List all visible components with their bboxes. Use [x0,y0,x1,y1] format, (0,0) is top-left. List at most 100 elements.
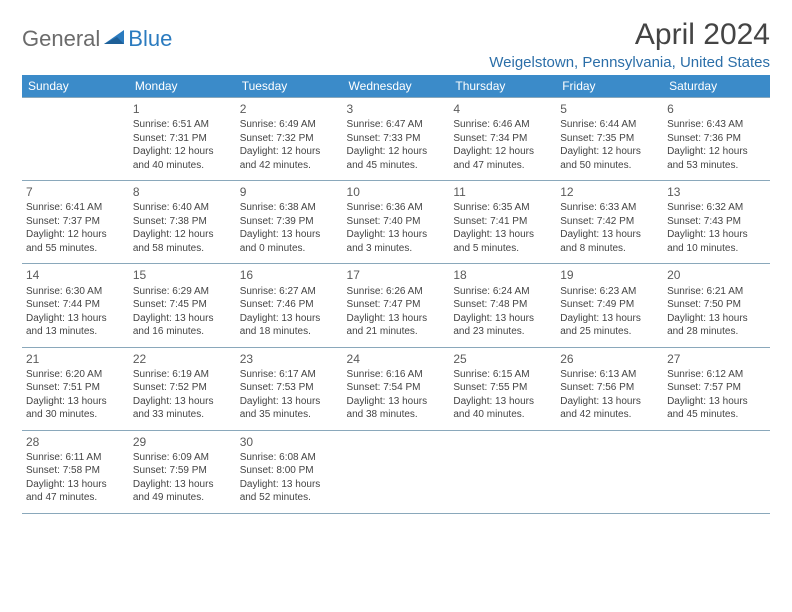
calendar-cell: 16Sunrise: 6:27 AMSunset: 7:46 PMDayligh… [236,264,343,347]
sunset-line: Sunset: 7:59 PM [133,464,232,478]
daylight-line: Daylight: 13 hours and 30 minutes. [26,395,125,422]
day-number: 4 [453,101,552,117]
day-number: 3 [347,101,446,117]
sunrise-line: Sunrise: 6:33 AM [560,201,659,215]
weekday-header: Tuesday [236,75,343,98]
calendar-cell: 4Sunrise: 6:46 AMSunset: 7:34 PMDaylight… [449,98,556,181]
sunrise-line: Sunrise: 6:44 AM [560,118,659,132]
sunset-line: Sunset: 7:39 PM [240,215,339,229]
sunset-line: Sunset: 7:58 PM [26,464,125,478]
daylight-line: Daylight: 13 hours and 8 minutes. [560,228,659,255]
daylight-line: Daylight: 12 hours and 45 minutes. [347,145,446,172]
calendar-cell: 28Sunrise: 6:11 AMSunset: 7:58 PMDayligh… [22,430,129,513]
daylight-line: Daylight: 12 hours and 50 minutes. [560,145,659,172]
calendar-cell: 13Sunrise: 6:32 AMSunset: 7:43 PMDayligh… [663,181,770,264]
sunrise-line: Sunrise: 6:08 AM [240,451,339,465]
day-number: 1 [133,101,232,117]
calendar-row: 21Sunrise: 6:20 AMSunset: 7:51 PMDayligh… [22,347,770,430]
calendar-cell: 15Sunrise: 6:29 AMSunset: 7:45 PMDayligh… [129,264,236,347]
daylight-line: Daylight: 12 hours and 42 minutes. [240,145,339,172]
sunset-line: Sunset: 7:35 PM [560,132,659,146]
sunrise-line: Sunrise: 6:38 AM [240,201,339,215]
logo-triangle-icon [104,28,126,51]
sunrise-line: Sunrise: 6:27 AM [240,285,339,299]
calendar-cell: 5Sunrise: 6:44 AMSunset: 7:35 PMDaylight… [556,98,663,181]
calendar-cell: 26Sunrise: 6:13 AMSunset: 7:56 PMDayligh… [556,347,663,430]
day-number: 18 [453,267,552,283]
weekday-header: Wednesday [343,75,450,98]
calendar-cell: 3Sunrise: 6:47 AMSunset: 7:33 PMDaylight… [343,98,450,181]
sunset-line: Sunset: 7:48 PM [453,298,552,312]
day-number: 20 [667,267,766,283]
sunrise-line: Sunrise: 6:40 AM [133,201,232,215]
sunrise-line: Sunrise: 6:13 AM [560,368,659,382]
logo-text-blue: Blue [128,26,172,52]
day-number: 7 [26,184,125,200]
calendar-cell: 27Sunrise: 6:12 AMSunset: 7:57 PMDayligh… [663,347,770,430]
calendar-table: Sunday Monday Tuesday Wednesday Thursday… [22,75,770,514]
sunset-line: Sunset: 7:33 PM [347,132,446,146]
day-number: 27 [667,351,766,367]
calendar-cell [663,430,770,513]
title-block: April 2024 Weigelstown, Pennsylvania, Un… [489,18,770,71]
calendar-cell: 23Sunrise: 6:17 AMSunset: 7:53 PMDayligh… [236,347,343,430]
calendar-cell [449,430,556,513]
logo: General Blue [22,26,172,52]
day-number: 15 [133,267,232,283]
daylight-line: Daylight: 13 hours and 18 minutes. [240,312,339,339]
sunset-line: Sunset: 7:56 PM [560,381,659,395]
sunset-line: Sunset: 7:57 PM [667,381,766,395]
day-number: 24 [347,351,446,367]
day-number: 9 [240,184,339,200]
day-number: 12 [560,184,659,200]
daylight-line: Daylight: 13 hours and 21 minutes. [347,312,446,339]
calendar-cell: 1Sunrise: 6:51 AMSunset: 7:31 PMDaylight… [129,98,236,181]
daylight-line: Daylight: 13 hours and 0 minutes. [240,228,339,255]
calendar-cell: 6Sunrise: 6:43 AMSunset: 7:36 PMDaylight… [663,98,770,181]
sunrise-line: Sunrise: 6:30 AM [26,285,125,299]
sunset-line: Sunset: 7:32 PM [240,132,339,146]
calendar-cell: 2Sunrise: 6:49 AMSunset: 7:32 PMDaylight… [236,98,343,181]
calendar-cell: 25Sunrise: 6:15 AMSunset: 7:55 PMDayligh… [449,347,556,430]
day-number: 22 [133,351,232,367]
daylight-line: Daylight: 12 hours and 47 minutes. [453,145,552,172]
daylight-line: Daylight: 13 hours and 49 minutes. [133,478,232,505]
day-number: 26 [560,351,659,367]
day-number: 21 [26,351,125,367]
sunrise-line: Sunrise: 6:15 AM [453,368,552,382]
sunset-line: Sunset: 7:43 PM [667,215,766,229]
weekday-header: Saturday [663,75,770,98]
daylight-line: Daylight: 12 hours and 53 minutes. [667,145,766,172]
weekday-header: Thursday [449,75,556,98]
sunrise-line: Sunrise: 6:11 AM [26,451,125,465]
sunset-line: Sunset: 7:52 PM [133,381,232,395]
daylight-line: Daylight: 13 hours and 10 minutes. [667,228,766,255]
day-number: 16 [240,267,339,283]
calendar-row: 7Sunrise: 6:41 AMSunset: 7:37 PMDaylight… [22,181,770,264]
sunrise-line: Sunrise: 6:20 AM [26,368,125,382]
daylight-line: Daylight: 12 hours and 40 minutes. [133,145,232,172]
calendar-cell: 20Sunrise: 6:21 AMSunset: 7:50 PMDayligh… [663,264,770,347]
daylight-line: Daylight: 13 hours and 5 minutes. [453,228,552,255]
day-number: 17 [347,267,446,283]
calendar-cell: 10Sunrise: 6:36 AMSunset: 7:40 PMDayligh… [343,181,450,264]
sunset-line: Sunset: 7:50 PM [667,298,766,312]
daylight-line: Daylight: 13 hours and 47 minutes. [26,478,125,505]
day-number: 14 [26,267,125,283]
calendar-row: 14Sunrise: 6:30 AMSunset: 7:44 PMDayligh… [22,264,770,347]
day-number: 5 [560,101,659,117]
sunrise-line: Sunrise: 6:23 AM [560,285,659,299]
day-number: 29 [133,434,232,450]
daylight-line: Daylight: 13 hours and 13 minutes. [26,312,125,339]
weekday-header-row: Sunday Monday Tuesday Wednesday Thursday… [22,75,770,98]
day-number: 2 [240,101,339,117]
calendar-cell: 22Sunrise: 6:19 AMSunset: 7:52 PMDayligh… [129,347,236,430]
daylight-line: Daylight: 13 hours and 40 minutes. [453,395,552,422]
calendar-cell: 12Sunrise: 6:33 AMSunset: 7:42 PMDayligh… [556,181,663,264]
sunset-line: Sunset: 7:36 PM [667,132,766,146]
sunset-line: Sunset: 7:49 PM [560,298,659,312]
daylight-line: Daylight: 12 hours and 55 minutes. [26,228,125,255]
sunrise-line: Sunrise: 6:41 AM [26,201,125,215]
daylight-line: Daylight: 13 hours and 16 minutes. [133,312,232,339]
calendar-cell: 30Sunrise: 6:08 AMSunset: 8:00 PMDayligh… [236,430,343,513]
